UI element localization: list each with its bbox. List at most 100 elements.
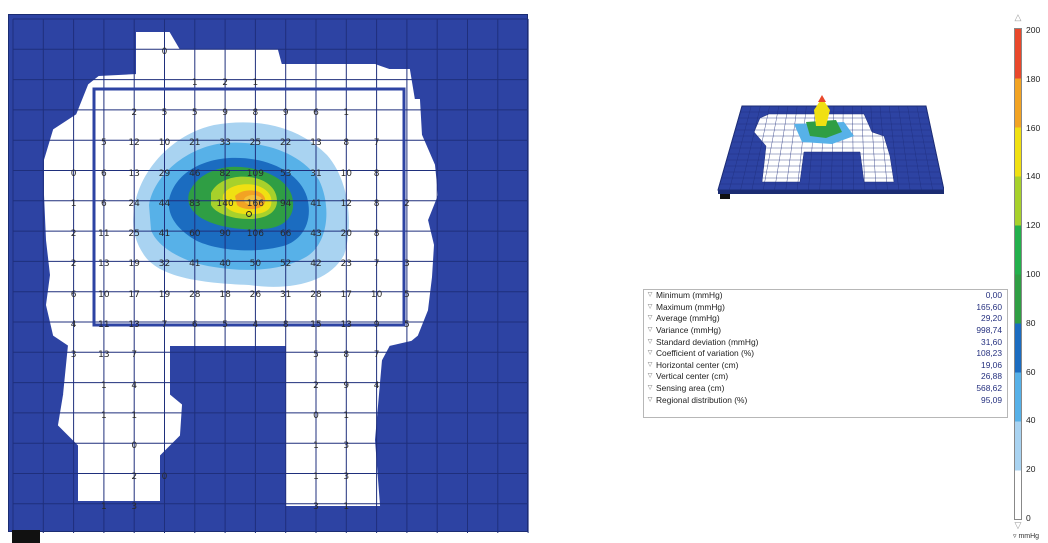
color-scale-tick-label: 40 — [1026, 415, 1036, 426]
pressure-cell-value: 5 — [161, 107, 168, 118]
pressure-cell-value: 1 — [343, 501, 350, 512]
pressure-cell-value: 6 — [191, 320, 198, 330]
pressure-map-panel[interactable]: 0 1 2 1 2 5 5 9 8 9 6 1 5 12 10 21 33 25 22 13 8 7 0 6 13 29 46 82 1… — [8, 14, 529, 533]
statistics-row[interactable]: ▽ Regional distribution (%) 95,09 — [644, 394, 1007, 406]
pressure-cell-value: 8 — [343, 350, 350, 361]
pressure-cell-value: 1 — [343, 107, 350, 118]
pressure-cell-value: 166 — [246, 198, 264, 209]
pressure-values-layer: 0 1 2 1 2 5 5 9 8 9 6 1 5 12 10 21 33 25 22 13 8 7 0 6 13 29 46 82 1… — [9, 15, 529, 533]
pressure-cell-value: 9 — [282, 107, 289, 118]
pressure-3d-view[interactable] — [714, 92, 944, 210]
statistic-label: Regional distribution (%) — [656, 394, 748, 405]
pressure-cell-value: 4 — [373, 380, 380, 391]
pressure-cell-value: 33 — [219, 138, 231, 149]
pressure-cell-value: 2 — [222, 77, 228, 88]
statistics-row[interactable]: ▽ Sensing area (cm) 568,62 — [644, 383, 1007, 395]
peak-zone — [244, 195, 262, 205]
pressure-cell-value: 19 — [128, 259, 140, 270]
pressure-cell-value: 7 — [373, 138, 380, 149]
triangle-down-icon[interactable]: ▽ — [647, 338, 653, 345]
pressure-cell-value: 8 — [373, 168, 380, 179]
triangle-down-icon[interactable]: ▽ — [647, 361, 653, 368]
pressure-cell-value: 22 — [279, 138, 292, 149]
pressure-cell-value: 31 — [310, 168, 322, 179]
pressure-cell-value: 2 — [70, 229, 77, 240]
color-scale-band — [1015, 127, 1021, 177]
pressure-cell-value: 7 — [131, 350, 138, 361]
pressure-cell-value: 25 — [249, 138, 262, 149]
pressure-cell-value: 2 — [131, 107, 138, 118]
color-scale-tick-label: 100 — [1026, 269, 1041, 279]
pressure-cell-value: 41 — [310, 198, 322, 209]
pressure-cell-value: 11 — [98, 320, 110, 330]
3d-pressure-peak-tip — [818, 95, 826, 102]
statistics-row[interactable]: ▽ Standard deviation (mmHg) 31,60 — [644, 336, 1007, 348]
pressure-cell-value: 13 — [128, 168, 140, 179]
statistic-value: 29,20 — [981, 313, 1002, 324]
statistic-value: 26,88 — [981, 371, 1002, 382]
pressure-cell-value: 5 — [404, 320, 410, 330]
statistic-label: Vertical center (cm) — [656, 371, 729, 382]
triangle-down-icon[interactable]: ▽ — [647, 385, 653, 392]
pressure-cell-value: 17 — [340, 289, 353, 300]
pressure-cell-value: 106 — [246, 229, 264, 240]
pressure-cell-value: 50 — [249, 259, 262, 270]
pressure-cell-value: 41 — [189, 259, 201, 270]
pressure-cell-value: 24 — [128, 198, 140, 209]
triangle-down-icon[interactable]: ▽ — [647, 373, 653, 380]
pressure-cell-value: 19 — [158, 289, 171, 300]
statistics-row[interactable]: ▽ Maximum (mmHg) 165,60 — [644, 302, 1007, 314]
statistic-value: 95,09 — [981, 394, 1002, 405]
statistics-row[interactable]: ▽ Coefficient of variation (%) 108,23 — [644, 348, 1007, 360]
pressure-cell-value: 0 — [70, 168, 77, 179]
color-scale-band — [1015, 470, 1021, 519]
statistics-row[interactable]: ▽ Variance (mmHg) 998,74 — [644, 325, 1007, 337]
pressure-cell-value: 83 — [189, 198, 201, 209]
pressure-cell-value: 1 — [313, 441, 319, 452]
pressure-cell-value: 3 — [70, 350, 77, 361]
pressure-cell-value: 3 — [313, 501, 319, 512]
pressure-cell-value: 4 — [131, 380, 138, 391]
pressure-cell-value: 0 — [131, 441, 138, 452]
pressure-cell-value: 9 — [373, 320, 380, 330]
statistics-row[interactable]: ▽ Vertical center (cm) 26,88 — [644, 371, 1007, 383]
statistics-row[interactable]: ▽ Minimum (mmHg) 0,00 — [644, 290, 1007, 302]
pressure-cell-value: 32 — [158, 259, 171, 270]
pressure-cell-value: 9 — [222, 107, 228, 118]
pressure-cell-value: 5 — [222, 320, 228, 330]
pressure-cell-value: 6 — [101, 198, 107, 209]
pressure-cell-value: 7 — [373, 259, 380, 270]
triangle-down-icon[interactable]: ▽ — [1014, 520, 1022, 530]
pressure-cell-value: 52 — [279, 259, 292, 270]
pressure-cell-value: 1 — [70, 198, 77, 209]
triangle-down-icon[interactable]: ▽ — [647, 292, 653, 299]
pressure-cell-value: 1 — [313, 471, 319, 482]
pressure-cell-value: 8 — [252, 107, 259, 118]
triangle-up-icon[interactable]: △ — [1014, 12, 1022, 22]
triangle-down-icon[interactable]: ▽ — [647, 396, 653, 403]
statistic-value: 998,74 — [976, 325, 1002, 336]
pressure-cell-value: 41 — [158, 229, 171, 240]
pressure-cell-value: 10 — [370, 289, 383, 300]
statistics-row[interactable]: ▽ Average (mmHg) 29,20 — [644, 313, 1007, 325]
pressure-cell-value: 2 — [404, 198, 410, 209]
pressure-cell-value: 7 — [161, 320, 168, 330]
pressure-cell-value: 17 — [128, 289, 140, 300]
pressure-cell-value: 0 — [161, 47, 168, 58]
triangle-down-icon[interactable]: ▽ — [647, 327, 653, 334]
pressure-cell-value: 10 — [340, 168, 353, 179]
pressure-cell-value: 2 — [131, 471, 138, 482]
color-scale-band — [1015, 323, 1021, 373]
color-scale-tick-label: 20 — [1026, 464, 1036, 475]
pressure-cell-value: 7 — [373, 350, 380, 361]
statistic-value: 19,06 — [981, 359, 1002, 370]
pressure-cell-value: 1 — [191, 77, 198, 88]
pressure-cell-value: 9 — [343, 380, 350, 391]
triangle-down-icon[interactable]: ▽ — [647, 315, 653, 322]
pressure-cell-value: 1 — [131, 410, 138, 421]
statistics-row[interactable]: ▽ Horizontal center (cm) 19,06 — [644, 360, 1007, 372]
triangle-down-icon[interactable]: ▽ — [647, 303, 653, 310]
pressure-cell-value: 10 — [98, 289, 110, 300]
triangle-down-icon[interactable]: ▽ — [647, 350, 653, 357]
